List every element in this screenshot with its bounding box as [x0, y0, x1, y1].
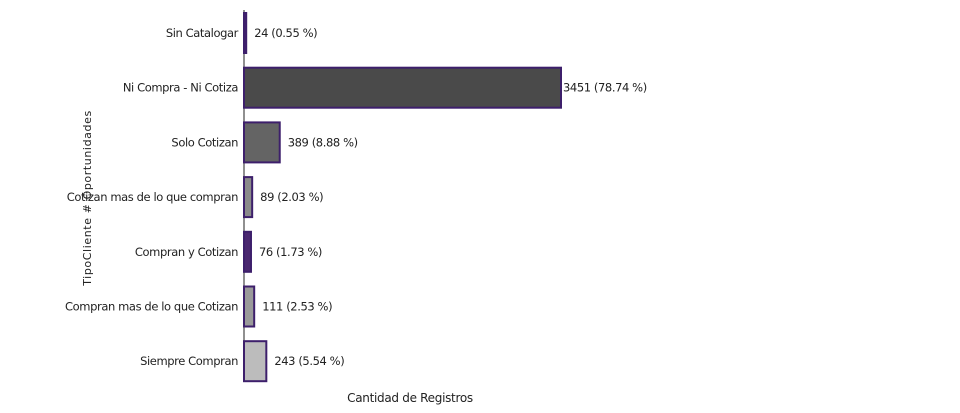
- category-label: Compran mas de lo que Cotizan: [65, 300, 238, 314]
- category-label: Sin Catalogar: [166, 26, 239, 40]
- bar: [243, 12, 248, 54]
- data-label: 3451 (78.74 %): [563, 81, 647, 95]
- bar: [243, 340, 268, 383]
- bar: [243, 230, 252, 273]
- category-labels-group: Sin Catalogar Ni Compra - Ni Cotiza Solo C…: [65, 26, 239, 368]
- bar: [243, 121, 281, 164]
- category-label: Cotizan mas de lo que compran: [67, 190, 238, 204]
- x-axis-title: Cantidad de Registros: [347, 391, 473, 405]
- data-label: 389 (8.88 %): [288, 135, 358, 149]
- data-labels-group: 24 (0.55 %) 3451 (78.74 %) 389 (8.88 %) 89 …: [254, 26, 647, 368]
- data-label: 76 (1.73 %): [259, 245, 322, 259]
- category-label: Compran y Cotizan: [135, 245, 238, 259]
- data-label: 24 (0.55 %): [254, 26, 317, 40]
- bar: [243, 66, 562, 109]
- bars-group: [243, 12, 562, 383]
- category-label: Ni Compra - Ni Cotiza: [123, 81, 238, 95]
- y-axis-title: TipoCliente # Oportunidades: [81, 110, 94, 287]
- data-label: 111 (2.53 %): [262, 300, 332, 314]
- bar: [243, 285, 256, 328]
- bar: [243, 176, 254, 219]
- data-label: 89 (2.03 %): [260, 190, 323, 204]
- category-label: Solo Cotizan: [171, 135, 238, 149]
- data-label: 243 (5.54 %): [274, 354, 344, 368]
- category-label: Siempre Compran: [140, 354, 238, 368]
